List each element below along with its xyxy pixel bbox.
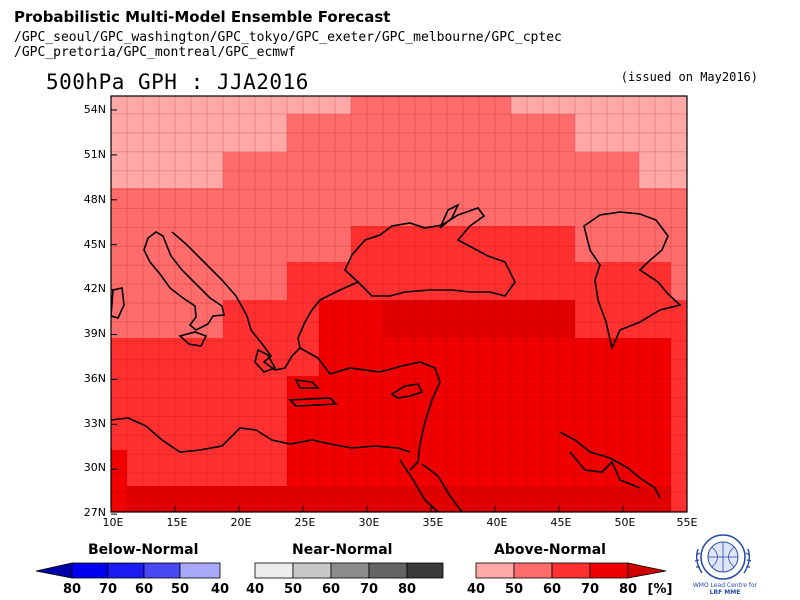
map-frame [110,95,688,513]
grid-cell [287,262,671,300]
legend-tick: 40 [211,582,229,597]
legend-swatch [71,562,109,579]
legend-tick: 60 [543,582,561,597]
map-title: 500hPa GPH : JJA2016 [46,70,309,94]
lon-label: 15E [167,516,188,529]
grid-cell [287,376,671,488]
legend-swatch [551,562,591,579]
lat-label: 51N [84,148,106,161]
legend-swatch [475,562,515,579]
legend-swatch [330,562,370,579]
lat-label: 30N [84,461,106,474]
logo-caption-line-1: WMO Lead Centre for [692,582,758,589]
grid-cell [383,300,575,338]
grid-cell [287,114,575,152]
lat-label: 36N [84,372,106,385]
legend-swatch [143,562,181,579]
logo-caption: WMO Lead Centre for LRF MME [685,582,765,596]
lat-label: 54N [84,103,106,116]
legend-swatch [406,562,444,579]
legend-tick: 50 [171,582,189,597]
legend-arrow-right [627,562,667,579]
legend-tick: 50 [284,582,302,597]
lat-label: 33N [84,417,106,430]
legend-swatch [589,562,629,579]
axis-ticks [110,109,688,515]
lon-label: 50E [615,516,636,529]
lon-label: 10E [103,516,124,529]
legend-swatch [513,562,553,579]
legend-title-near: Near-Normal [292,542,393,558]
lat-label: 45N [84,238,106,251]
lon-label: 40E [487,516,508,529]
grid-cell [223,152,639,188]
legend-tick: 70 [360,582,378,597]
legend-tick: 80 [398,582,416,597]
legend-arrow-left [35,562,73,579]
legend-tick: 50 [505,582,523,597]
lat-label: 42N [84,282,106,295]
lon-label: 45E [551,516,572,529]
legend-tick: 40 [246,582,264,597]
lat-label: 48N [84,193,106,206]
logo-caption-line-2: LRF MME [709,589,741,596]
legend-swatch [107,562,145,579]
grid-lines [111,96,687,512]
issued-date: (issued on May2016) [620,70,758,84]
legend-title-below: Below-Normal [88,542,199,558]
legend-title-above: Above-Normal [494,542,606,558]
grid-cell [351,96,511,114]
lat-label: 27N [84,506,106,519]
legend-tick: 60 [135,582,153,597]
lat-label: 39N [84,327,106,340]
legend-swatch [368,562,408,579]
legend-swatch [292,562,332,579]
legend-tick: 60 [322,582,340,597]
legend-tick: 80 [63,582,81,597]
grid-cell [351,226,575,262]
legend-tick: 80 [619,582,637,597]
grid-cell [111,450,127,512]
wmo-logo-icon [694,534,752,580]
coastlines [111,203,682,512]
legend-unit: [%] [648,582,673,597]
page-title: Probabilistic Multi-Model Ensemble Forec… [14,8,391,26]
legend-swatch [254,562,294,579]
lon-label: 20E [231,516,252,529]
legend-swatch [179,562,221,579]
legend-tick: 70 [581,582,599,597]
lon-label: 55E [677,516,698,529]
model-sources-line-1: /GPC_seoul/GPC_washington/GPC_tokyo/GPC_… [14,30,562,45]
grid-cell [127,486,671,512]
lon-label: 35E [423,516,444,529]
model-sources-line-2: /GPC_pretoria/GPC_montreal/GPC_ecmwf [14,45,296,60]
legend-tick: 40 [467,582,485,597]
lon-label: 30E [359,516,380,529]
legend-tick: 70 [99,582,117,597]
lon-label: 25E [295,516,316,529]
probability-grid [111,96,687,512]
